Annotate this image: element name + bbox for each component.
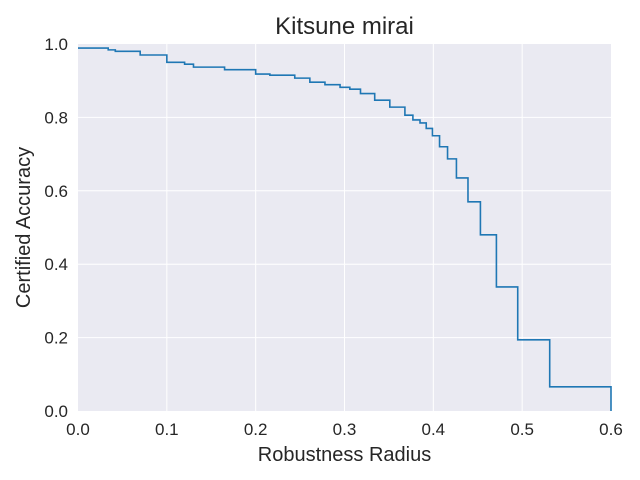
y-tick-label: 0.0 (44, 402, 68, 421)
y-axis-ticks: 0.0 0.2 0.4 0.6 0.8 1.0 (44, 35, 68, 421)
y-tick-label: 0.6 (44, 182, 68, 201)
grid-lines (78, 44, 611, 411)
y-tick-label: 0.8 (44, 108, 68, 127)
x-axis-ticks: 0.0 0.1 0.2 0.3 0.4 0.5 0.6 (66, 420, 623, 439)
y-tick-label: 0.2 (44, 329, 68, 348)
x-tick-label: 0.5 (510, 420, 534, 439)
x-tick-label: 0.2 (244, 420, 268, 439)
y-axis-label: Certified Accuracy (13, 147, 35, 308)
x-tick-label: 0.6 (599, 420, 623, 439)
y-tick-label: 0.4 (44, 255, 68, 274)
x-tick-label: 0.1 (155, 420, 179, 439)
chart-title: Kitsune mirai (275, 13, 414, 40)
x-tick-label: 0.0 (66, 420, 90, 439)
x-tick-label: 0.4 (422, 420, 446, 439)
y-tick-label: 1.0 (44, 35, 68, 54)
x-axis-label: Robustness Radius (258, 444, 431, 466)
x-tick-label: 0.3 (333, 420, 357, 439)
certified-accuracy-line (78, 47, 612, 411)
